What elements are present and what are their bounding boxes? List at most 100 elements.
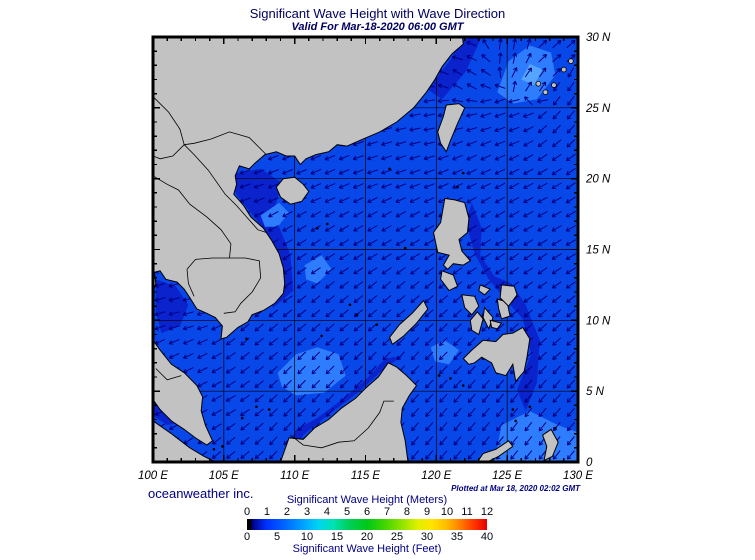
land-bohol <box>489 319 503 330</box>
ocean-patch-light <box>430 340 459 365</box>
land-borneo <box>279 362 418 462</box>
island-speck <box>325 222 329 226</box>
valid-time-subtitle: Valid For Mar-18-2020 06:00 GMT <box>291 21 464 33</box>
lon-axis-label: 100 E <box>138 470 168 482</box>
feet-tick-label: 30 <box>420 531 434 543</box>
wave-height-colorbar <box>247 519 487 530</box>
credit-text: oceanweather inc. <box>148 486 254 501</box>
land-halmahera <box>541 428 559 462</box>
ocean-patch-dark <box>427 37 482 100</box>
plotted-timestamp: Plotted at Mar 18, 2020 02:02 GMT <box>451 484 580 493</box>
lon-axis-label: 120 E <box>421 470 451 482</box>
meters-tick-label: 2 <box>283 506 291 518</box>
land-panay <box>461 294 480 316</box>
country-border <box>153 175 232 270</box>
meters-tick-label: 5 <box>343 506 351 518</box>
island-speck <box>403 246 407 250</box>
country-border <box>153 144 185 160</box>
lat-axis-label: 20 N <box>585 174 611 186</box>
meters-tick-label: 10 <box>440 506 454 518</box>
meters-tick-label: 4 <box>323 506 331 518</box>
island-speck <box>437 374 441 377</box>
ocean-patch-lightest <box>521 63 543 86</box>
land-sumatra <box>153 420 216 462</box>
island-speck <box>461 384 465 387</box>
feet-tick-label: 35 <box>450 531 464 543</box>
ocean-patch-dark <box>155 279 189 334</box>
islet <box>551 82 557 88</box>
country-border <box>223 257 262 314</box>
island-speck <box>528 405 532 409</box>
islet <box>542 89 549 96</box>
meters-tick-label: 6 <box>363 506 371 518</box>
island-speck <box>316 226 319 230</box>
meters-tick-label: 8 <box>403 506 411 518</box>
feet-tick-label: 0 <box>243 531 251 543</box>
lon-axis-label: 130 E <box>563 470 593 482</box>
island-speck <box>348 303 352 307</box>
island-speck <box>375 323 379 326</box>
lat-axis-label: 30 N <box>586 32 611 44</box>
meters-tick-label: 3 <box>303 506 311 518</box>
island-speck <box>388 167 391 171</box>
island-speck <box>449 377 452 380</box>
island-speck <box>240 416 244 420</box>
ocean-patch-light <box>260 202 289 227</box>
country-border <box>155 368 182 381</box>
map-canvas <box>153 37 578 462</box>
land-malay-peninsula <box>153 339 214 446</box>
legend-feet-label: Significant Wave Height (Feet) <box>292 543 442 555</box>
legend-meters-ticks: 0 1 2 3 4 5 6 7 8 9 10 11 12 <box>243 506 493 518</box>
feet-tick-label: 40 <box>480 531 494 543</box>
lat-axis-label: 15 N <box>586 245 611 257</box>
lat-axis-label: 5 N <box>586 386 605 398</box>
country-border <box>186 269 195 297</box>
lat-axis-label: 0 <box>586 457 593 469</box>
degree-ticks <box>152 36 579 463</box>
page-title: Significant Wave Height with Wave Direct… <box>249 6 506 21</box>
country-border <box>183 144 267 233</box>
ocean-patch-dark <box>466 202 540 411</box>
feet-tick-label: 15 <box>330 531 344 543</box>
land-negros <box>469 311 484 336</box>
island-speck <box>554 426 557 430</box>
islet <box>568 58 574 64</box>
land-taiwan <box>437 103 466 153</box>
legend-meters-label: Significant Wave Height (Meters) <box>286 494 448 506</box>
land-masbate <box>478 284 492 296</box>
island-speck <box>514 419 517 423</box>
island-speck <box>245 337 248 341</box>
island-speck <box>456 185 459 189</box>
country-border <box>290 400 394 449</box>
island-speck <box>355 313 359 316</box>
meters-tick-label: 12 <box>480 506 494 518</box>
meters-tick-label: 0 <box>243 506 251 518</box>
land-mainland-asia <box>153 37 464 340</box>
meters-tick-label: 11 <box>461 506 473 518</box>
feet-tick-label: 5 <box>273 531 281 543</box>
country-border <box>153 96 185 145</box>
islet <box>561 66 567 73</box>
lon-axis-label: 125 E <box>492 470 522 482</box>
ocean-patch-light <box>494 411 578 462</box>
lat-axis-label: 25 N <box>585 103 611 115</box>
lon-axis-label: 110 E <box>280 470 310 482</box>
legend-feet-ticks: 0 5 10 15 20 25 30 35 40 <box>243 531 493 543</box>
feet-tick-label: 20 <box>360 531 374 543</box>
land-samar <box>499 284 518 307</box>
meters-tick-label: 1 <box>263 506 271 518</box>
land-hainan <box>275 176 310 205</box>
meters-tick-label: 9 <box>423 506 431 518</box>
lat-axis-label: 10 N <box>586 315 611 327</box>
island-speck <box>221 445 224 448</box>
island-speck <box>267 408 271 411</box>
island-speck <box>320 334 323 338</box>
country-border <box>184 131 267 155</box>
island-speck <box>212 447 216 451</box>
land-mindanao <box>462 326 531 383</box>
land-luzon <box>432 197 472 271</box>
feet-tick-label: 25 <box>390 531 404 543</box>
islet <box>535 80 542 87</box>
island-speck <box>461 171 465 175</box>
